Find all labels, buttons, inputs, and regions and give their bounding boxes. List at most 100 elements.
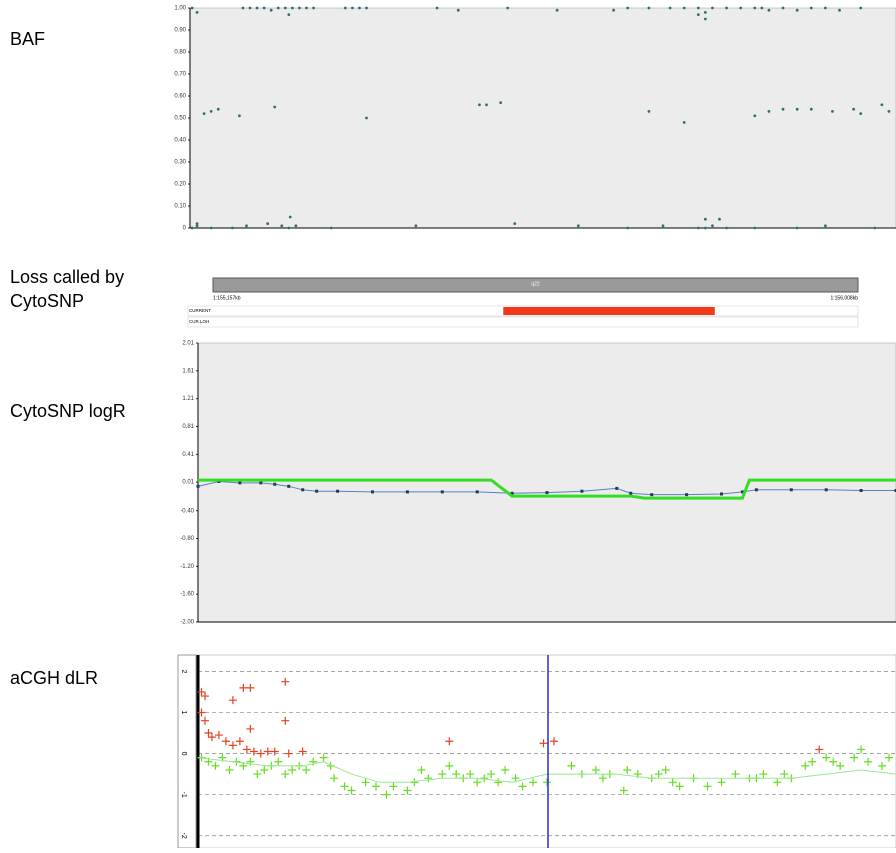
data-point bbox=[580, 490, 583, 493]
data-point bbox=[305, 7, 308, 10]
data-point bbox=[648, 7, 651, 10]
data-point bbox=[782, 108, 785, 111]
data-point bbox=[615, 487, 618, 490]
data-point bbox=[436, 7, 439, 10]
data-point bbox=[704, 18, 707, 21]
data-point bbox=[711, 224, 714, 227]
data-point bbox=[888, 110, 891, 113]
data-point bbox=[711, 7, 714, 10]
data-point bbox=[277, 7, 280, 10]
data-point bbox=[238, 481, 241, 484]
y-tick-label: 2 bbox=[180, 669, 187, 673]
data-point bbox=[790, 488, 793, 491]
data-point bbox=[860, 489, 863, 492]
data-point bbox=[704, 227, 707, 230]
y-tick-label: 2.01 bbox=[182, 341, 194, 347]
data-point bbox=[365, 117, 368, 120]
panel-label: aCGH dLR bbox=[10, 668, 98, 688]
data-point bbox=[824, 7, 827, 10]
y-tick-label: 1.00 bbox=[174, 6, 186, 12]
data-point bbox=[704, 218, 707, 221]
data-point bbox=[506, 7, 509, 10]
data-point bbox=[810, 108, 813, 111]
data-point bbox=[270, 9, 273, 12]
data-point bbox=[301, 488, 304, 491]
data-point bbox=[880, 103, 883, 106]
y-tick-label: 0.10 bbox=[174, 204, 186, 210]
data-point bbox=[824, 224, 827, 227]
data-point bbox=[852, 108, 855, 111]
data-point bbox=[197, 485, 200, 488]
data-point bbox=[612, 9, 615, 12]
data-point bbox=[478, 103, 481, 106]
data-point bbox=[231, 227, 234, 230]
data-point bbox=[859, 7, 862, 10]
y-tick-label: -0.80 bbox=[180, 536, 194, 542]
data-point bbox=[825, 488, 828, 491]
x-tick-label: 1:155,157kb bbox=[213, 295, 241, 301]
data-point bbox=[546, 491, 549, 494]
data-point bbox=[683, 121, 686, 124]
data-point bbox=[753, 114, 756, 117]
data-point bbox=[287, 485, 290, 488]
data-point bbox=[242, 7, 245, 10]
y-tick-label: 0.90 bbox=[174, 28, 186, 34]
data-point bbox=[768, 9, 771, 12]
data-point bbox=[782, 7, 785, 10]
data-point bbox=[768, 110, 771, 113]
data-point bbox=[648, 110, 651, 113]
data-point bbox=[810, 7, 813, 10]
track bbox=[188, 317, 858, 327]
data-point bbox=[739, 7, 742, 10]
data-point bbox=[273, 106, 276, 109]
data-point bbox=[685, 493, 688, 496]
y-tick-label: 1.61 bbox=[182, 368, 194, 374]
data-point bbox=[753, 7, 756, 10]
data-point bbox=[796, 108, 799, 111]
y-tick-label: -2.00 bbox=[180, 620, 194, 626]
data-point bbox=[725, 227, 728, 230]
y-tick-label: -1.20 bbox=[180, 564, 194, 570]
data-point bbox=[238, 114, 241, 117]
data-point bbox=[336, 490, 339, 493]
data-point bbox=[256, 7, 259, 10]
data-point bbox=[315, 490, 318, 493]
data-point bbox=[351, 7, 354, 10]
y-tick-label: 1.21 bbox=[182, 396, 194, 402]
data-point bbox=[796, 227, 799, 230]
data-point bbox=[196, 11, 199, 14]
data-point bbox=[287, 227, 290, 230]
y-tick-label: 0.81 bbox=[182, 424, 194, 430]
data-point bbox=[291, 7, 294, 10]
data-point bbox=[499, 101, 502, 104]
data-point bbox=[196, 224, 199, 227]
y-tick-label: 0.20 bbox=[174, 182, 186, 188]
data-point bbox=[476, 490, 479, 493]
plot-area bbox=[198, 343, 896, 622]
y-tick-label: 0.30 bbox=[174, 160, 186, 166]
data-point bbox=[295, 224, 298, 227]
track-label: CUR.LOH bbox=[189, 319, 209, 324]
data-point bbox=[485, 103, 488, 106]
data-point bbox=[203, 112, 206, 115]
data-point bbox=[210, 110, 213, 113]
data-point bbox=[266, 222, 269, 225]
y-tick-label: -0.40 bbox=[180, 508, 194, 514]
data-point bbox=[298, 7, 301, 10]
data-point bbox=[662, 224, 665, 227]
data-point bbox=[669, 7, 672, 10]
y-tick-label: -1 bbox=[180, 791, 187, 797]
data-point bbox=[457, 9, 460, 12]
data-point bbox=[873, 227, 876, 230]
y-tick-label: 0 bbox=[183, 226, 187, 232]
data-point bbox=[725, 7, 728, 10]
y-tick-label: 0.70 bbox=[174, 72, 186, 78]
data-point bbox=[626, 7, 629, 10]
data-point bbox=[210, 227, 213, 230]
data-point bbox=[289, 216, 292, 219]
data-point bbox=[358, 7, 361, 10]
data-point bbox=[284, 7, 287, 10]
y-tick-label: -2 bbox=[180, 833, 187, 839]
data-point bbox=[718, 218, 721, 221]
data-point bbox=[263, 7, 266, 10]
